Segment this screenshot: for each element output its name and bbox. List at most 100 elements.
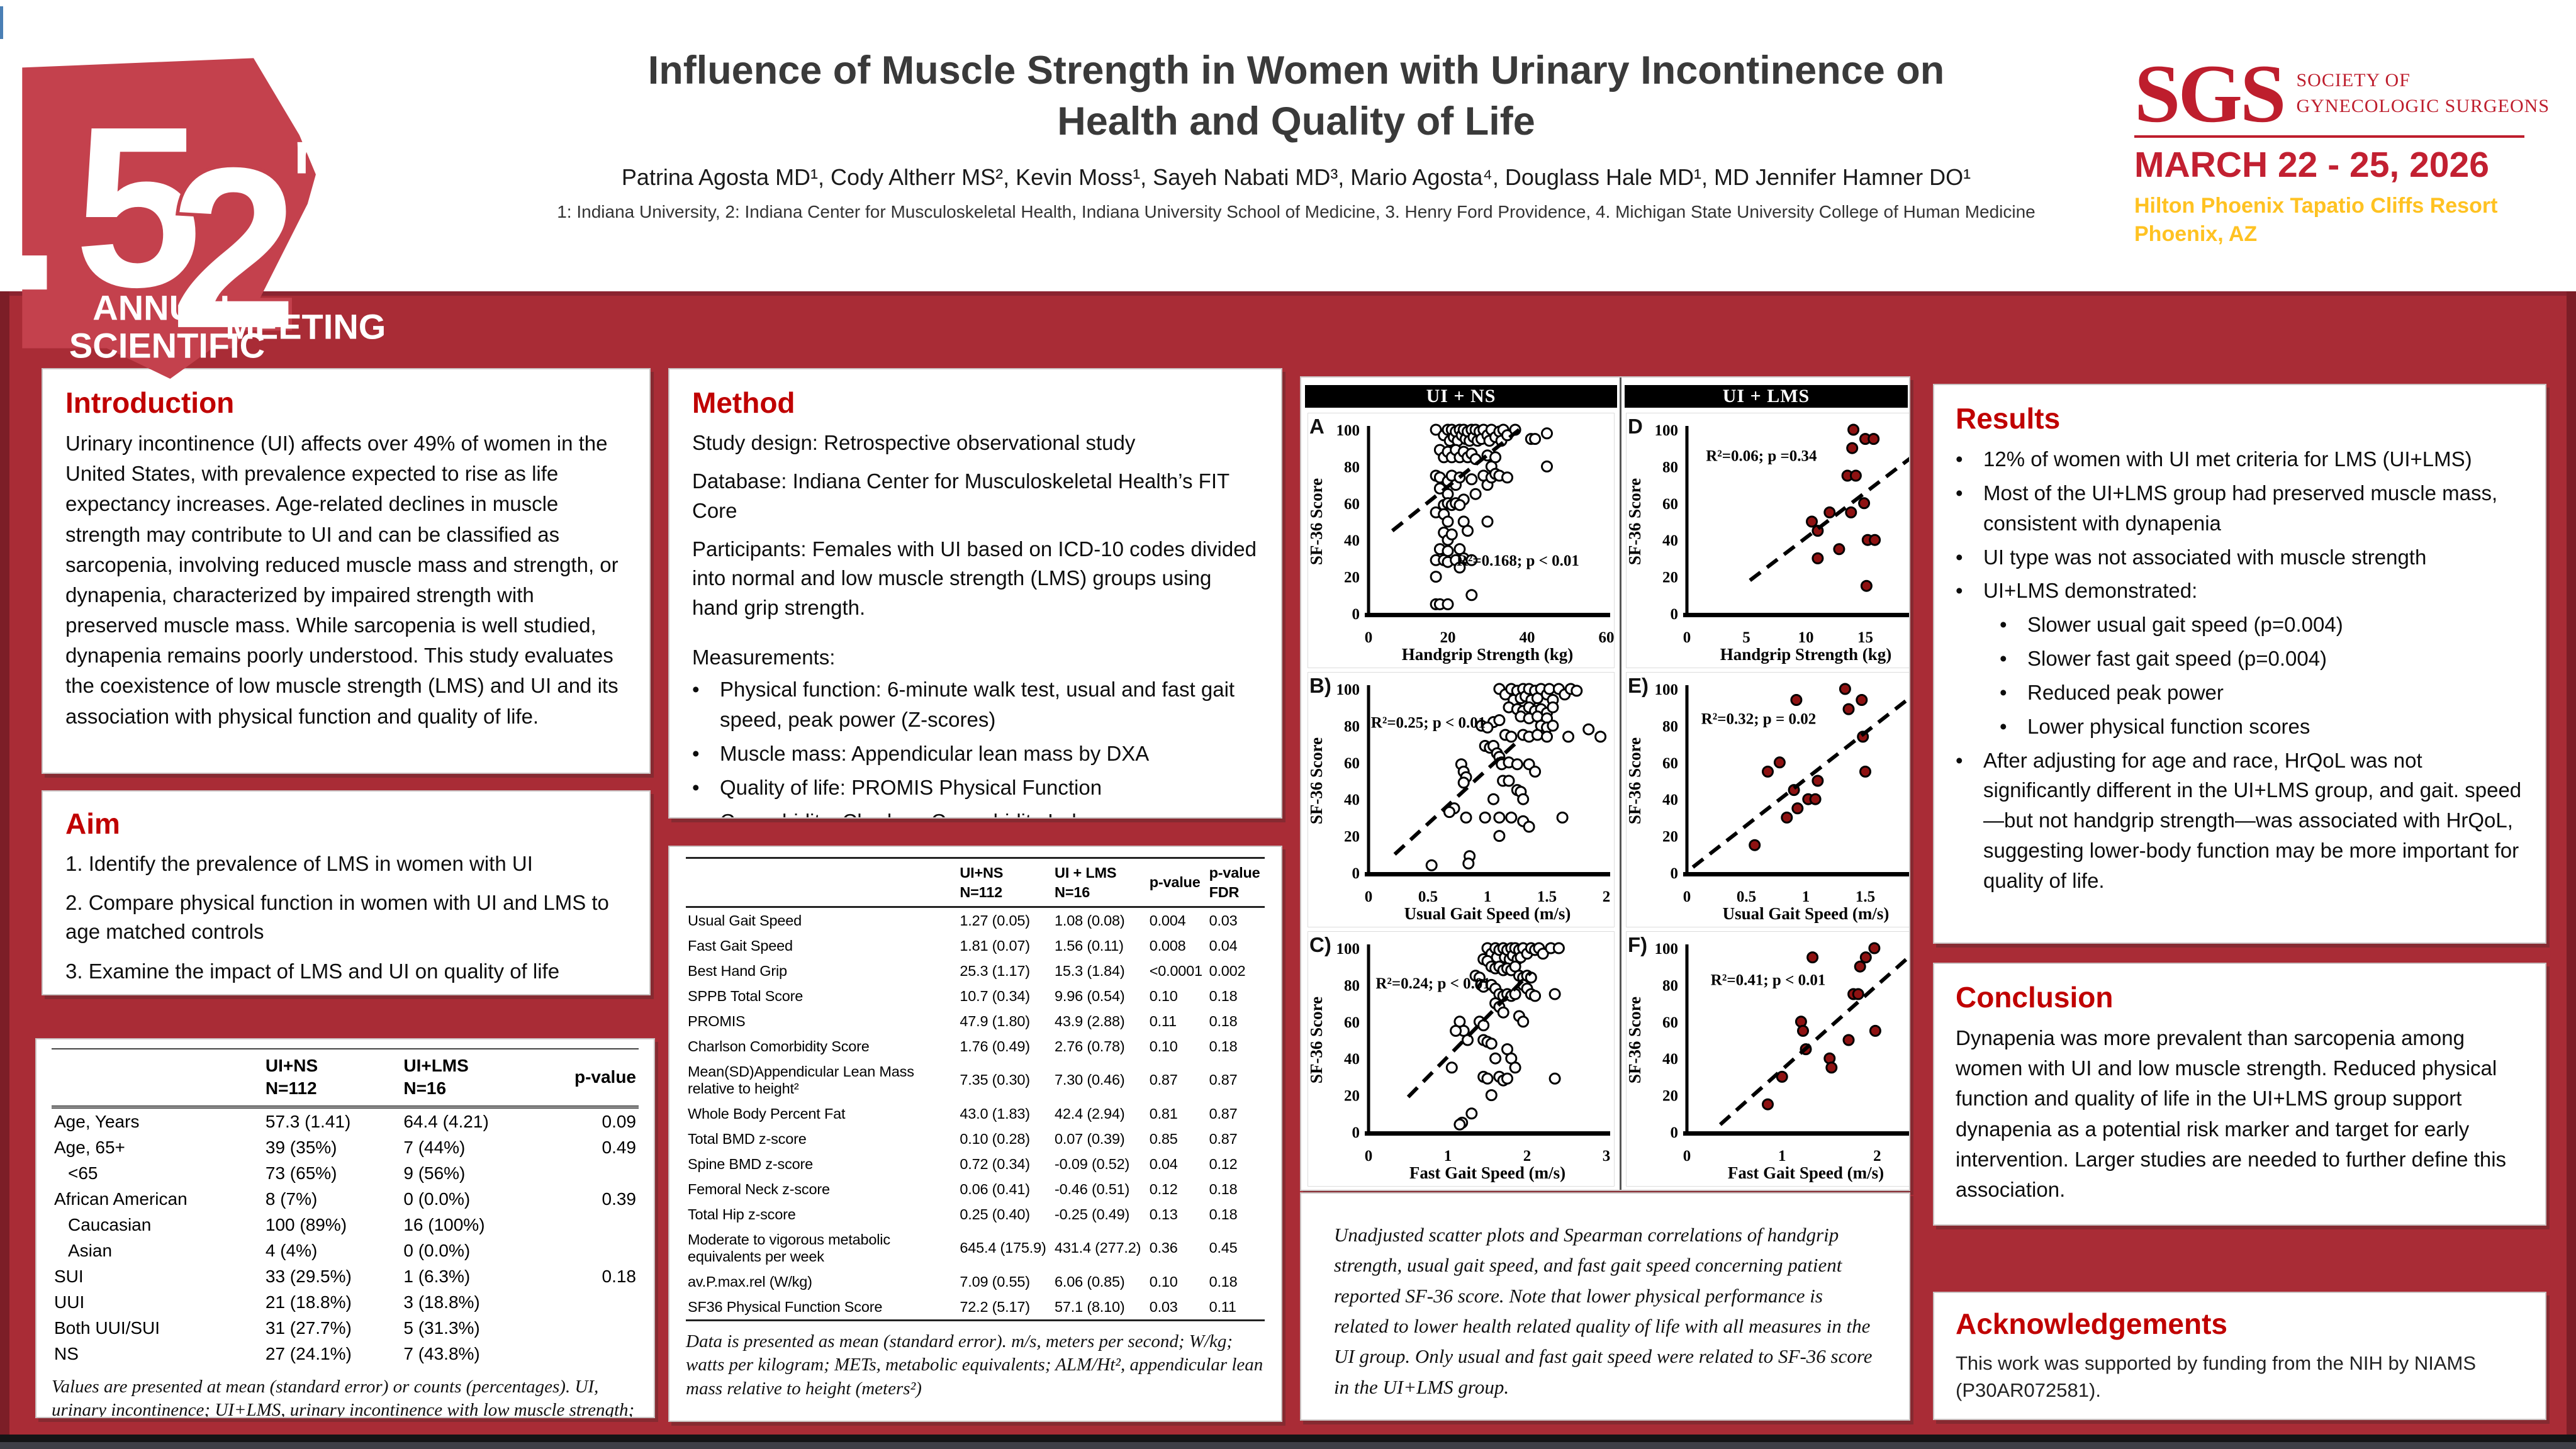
poster-title-line1: Influence of Muscle Strength in Women wi… bbox=[647, 48, 1945, 92]
bullet-icon: • bbox=[692, 741, 700, 765]
svg-text:0: 0 bbox=[1671, 606, 1679, 623]
svg-text:Usual Gait Speed (m/s): Usual Gait Speed (m/s) bbox=[1723, 904, 1890, 923]
method-section: Method Study design: Retrospective obser… bbox=[668, 368, 1282, 819]
acknowledgements-section: Acknowledgements This work was supported… bbox=[1933, 1292, 2546, 1420]
aim-items: 1. Identify the prevalence of LMS in wom… bbox=[65, 849, 627, 986]
table-row: Age, Years 57.3 (1.41) 64.4 (4.21) 0.09 bbox=[54, 1111, 636, 1131]
table-row: Both UUI/SUI 31 (27.7%) 5 (31.3%) bbox=[54, 1318, 480, 1338]
panel-letter: F) bbox=[1628, 933, 1648, 956]
panel-letter: B) bbox=[1309, 674, 1331, 697]
table-row: UUI 21 (18.8%) 3 (18.8%) bbox=[54, 1292, 480, 1312]
sgs-society-name: SOCIETY OF GYNECOLOGIC SURGEONS bbox=[2297, 54, 2550, 119]
measurements-list: • Physical function: 6-minute walk test, … bbox=[692, 674, 1258, 817]
scatter-plot-F: 0 20 40 60 80 100 0 1 2 R²=0.41; p < 0.01 Fast Gai… bbox=[1625, 941, 1909, 1182]
method-paragraph: Participants: Females with UI based on I… bbox=[692, 537, 1257, 620]
svg-text:60: 60 bbox=[1662, 1014, 1678, 1031]
svg-text:40: 40 bbox=[1344, 532, 1360, 549]
bullet-icon: • bbox=[1956, 481, 1963, 505]
sgs-logo-block: SGS SOCIETY OF GYNECOLOGIC SURGEONS MARC… bbox=[2134, 52, 2562, 248]
bottom-gray-strip bbox=[0, 1442, 2576, 1449]
method-paragraph: Study design: Retrospective observationa… bbox=[692, 431, 1136, 454]
svg-text:SF-36 Score: SF-36 Score bbox=[1627, 997, 1644, 1083]
panel-letter: E) bbox=[1628, 674, 1649, 697]
svg-text:0: 0 bbox=[1352, 606, 1360, 623]
column-header: UI+NS N=112 bbox=[958, 856, 1053, 909]
society-line2: GYNECOLOGIC SURGEONS bbox=[2296, 95, 2550, 116]
table-row: Total BMD z-score 0.10 (0.28) 0.07 (0.39) 0… bbox=[688, 1130, 1238, 1147]
svg-text:Handgrip Strength (kg): Handgrip Strength (kg) bbox=[1720, 645, 1892, 664]
svg-text:20: 20 bbox=[1662, 1088, 1678, 1105]
badge-notch bbox=[18, 255, 47, 290]
right-frame-border bbox=[2567, 291, 2576, 1449]
svg-text:15: 15 bbox=[1857, 629, 1873, 646]
svg-text:0: 0 bbox=[1683, 1148, 1691, 1165]
demographics-footnote: Values are presented at mean (standard e… bbox=[52, 1377, 635, 1418]
table-row: Spine BMD z-score 0.72 (0.34) -0.09 (0.52)… bbox=[688, 1155, 1238, 1172]
svg-text:R²=0.41; p < 0.01: R²=0.41; p < 0.01 bbox=[1711, 971, 1826, 988]
svg-text:R²=0.24; p < 0.01: R²=0.24; p < 0.01 bbox=[1375, 975, 1491, 992]
svg-text:60: 60 bbox=[1662, 755, 1678, 772]
table-row: Total Hip z-score 0.25 (0.40) -0.25 (0.49)… bbox=[688, 1206, 1238, 1222]
svg-text:1.5: 1.5 bbox=[1856, 888, 1875, 905]
column-header: UI+LMS N=16 bbox=[401, 1048, 538, 1109]
aim-item: 2. Compare physical function in women wi… bbox=[65, 891, 609, 944]
svg-text:0: 0 bbox=[1671, 1124, 1679, 1141]
society-line1: SOCIETY OF bbox=[2296, 70, 2411, 91]
table-row: PROMIS 47.9 (1.80) 43.9 (2.88) 0.11 0.18 bbox=[688, 1012, 1238, 1029]
demographics-table: UI+NS N=112 UI+LMS N=16 p-value Age, Years 57.… bbox=[52, 1048, 639, 1367]
svg-text:3: 3 bbox=[1603, 1148, 1611, 1165]
scatter-plot-C: 0 20 40 60 80 100 0 1 2 3 R²=0.24; p < 0.01 Fast Ga… bbox=[1307, 941, 1611, 1182]
measurement-item: • Muscle mass: Appendicular lean mass by … bbox=[692, 739, 1258, 769]
svg-text:20: 20 bbox=[1344, 569, 1360, 586]
badge-number-5: 5 bbox=[74, 79, 201, 335]
svg-text:80: 80 bbox=[1662, 718, 1678, 735]
svg-text:100: 100 bbox=[1336, 681, 1360, 698]
results-bullet: • UI type was not associated with muscle … bbox=[1956, 542, 2524, 573]
table-row: Femoral Neck z-score 0.06 (0.41) -0.46 (0.… bbox=[688, 1180, 1238, 1197]
column-header: p-value FDR bbox=[1207, 856, 1265, 909]
introduction-heading: Introduction bbox=[65, 386, 235, 419]
results-bullet: • After adjusting for age and race, HrQoL… bbox=[1956, 746, 2524, 896]
table-row: NS 27 (24.1%) 7 (43.8%) bbox=[54, 1344, 480, 1364]
outcomes-table-section: UI+NS N=112 UI + LMS N=16 p-value p-value FDR U… bbox=[668, 846, 1282, 1422]
panel-C: C) 0 20 40 60 80 100 0 1 2 3 R²=0.24; p < 0.01 Fast… bbox=[1307, 931, 1615, 1187]
svg-text:20: 20 bbox=[1662, 829, 1678, 846]
panel-D-plot: 02040608010005101520R²=0.06; p =0.34Hand… bbox=[1625, 413, 1909, 668]
bullet-icon: • bbox=[1956, 545, 1963, 569]
svg-text:0.5: 0.5 bbox=[1418, 888, 1438, 905]
bullet-icon: • bbox=[1956, 579, 1963, 603]
scatter-plot-D: 02040608010005101520R²=0.06; p =0.34Hand… bbox=[1625, 422, 1909, 664]
introduction-section: Introduction Urinary incontinence (UI) a… bbox=[42, 368, 651, 774]
venue-line1: Hilton Phoenix Tapatio Cliffs Resort bbox=[2134, 194, 2498, 218]
authors-line: Patrina Agosta MD¹, Cody Altherr MS², Ke… bbox=[621, 164, 1971, 191]
poster-title: Influence of Muscle Strength in Women wi… bbox=[503, 45, 2089, 147]
column-header: UI+NS N=112 bbox=[262, 1048, 401, 1109]
column-header: p-value bbox=[1147, 856, 1207, 909]
panel-B-plot: 0 20 40 60 80 100 0 0.5 1 1.5 2 R²=0.25; p < 0.01 Us… bbox=[1307, 673, 1614, 927]
logo-divider-rule bbox=[2134, 135, 2524, 138]
table-row: Usual Gait Speed 1.27 (0.05) 1.08 (0.08) 0.… bbox=[688, 912, 1238, 929]
svg-text:60: 60 bbox=[1344, 755, 1360, 772]
svg-text:80: 80 bbox=[1662, 977, 1678, 994]
svg-text:80: 80 bbox=[1344, 977, 1360, 994]
svg-text:60: 60 bbox=[1344, 496, 1360, 513]
panel-A-plot: 0 20 40 60 80 100 0 20 40 60 R²=0.168; p < 0.01 Han… bbox=[1307, 413, 1615, 668]
svg-text:100: 100 bbox=[1655, 681, 1679, 698]
table-row: av.P.max.rel (W/kg) 7.09 (0.55) 6.06 (0.85… bbox=[688, 1273, 1238, 1290]
svg-text:SF-36 Score: SF-36 Score bbox=[1627, 478, 1644, 565]
svg-text:40: 40 bbox=[1520, 629, 1535, 646]
panel-letter: A bbox=[1309, 415, 1324, 438]
svg-text:100: 100 bbox=[1655, 941, 1679, 958]
badge-word-meeting: MEETING bbox=[225, 307, 386, 347]
meeting-dates: MARCH 22 - 25, 2026 bbox=[2134, 145, 2489, 186]
svg-text:Usual Gait Speed (m/s): Usual Gait Speed (m/s) bbox=[1404, 904, 1571, 923]
svg-text:0: 0 bbox=[1365, 888, 1373, 905]
results-sub-bullet: • Reduced peak power bbox=[2000, 678, 2524, 708]
svg-text:100: 100 bbox=[1336, 422, 1360, 439]
svg-text:10: 10 bbox=[1798, 629, 1814, 646]
table-row: Age, 65+ 39 (35%) 7 (44%) 0.49 bbox=[54, 1137, 636, 1157]
badge-number-2: 2 bbox=[170, 120, 297, 376]
demographics-table-section: UI+NS N=112 UI+LMS N=16 p-value Age, Years 57.… bbox=[35, 1038, 655, 1418]
